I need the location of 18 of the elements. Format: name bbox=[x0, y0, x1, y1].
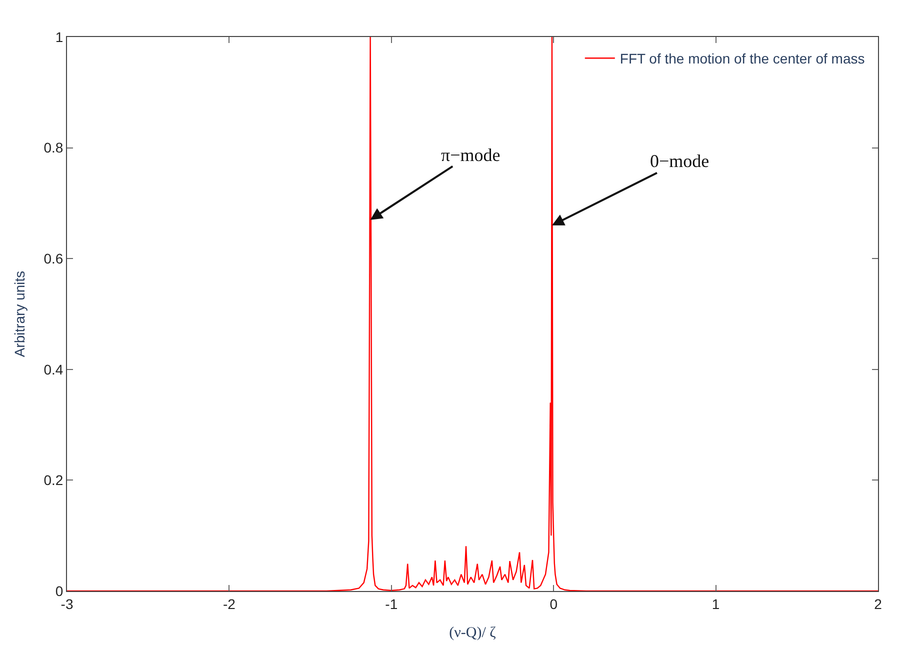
annotation: π−mode bbox=[441, 145, 500, 165]
y-tick-label: 0.4 bbox=[44, 361, 64, 378]
x-tick-label: -2 bbox=[222, 596, 236, 612]
y-tick-label: 0 bbox=[55, 582, 64, 599]
x-tick-label: -3 bbox=[60, 596, 74, 612]
x-tick-label: 1 bbox=[712, 596, 720, 612]
line-series bbox=[67, 37, 878, 591]
legend-label: FFT of the motion of the center of mass bbox=[620, 50, 865, 67]
annotation: 0−mode bbox=[650, 151, 710, 171]
x-tick-label: 2 bbox=[874, 596, 882, 612]
x-axis-title: (ν-Q)/ ζ bbox=[449, 624, 496, 641]
y-tick-label: 0.8 bbox=[44, 140, 64, 156]
x-tick-label: -1 bbox=[385, 596, 398, 612]
x-tick-label: 0 bbox=[550, 596, 558, 612]
y-tick-label: 1 bbox=[55, 28, 64, 45]
y-axis-title: Arbitrary units bbox=[11, 270, 28, 358]
y-tick-label: 0.6 bbox=[44, 250, 64, 266]
y-tick-label: 0.2 bbox=[44, 472, 64, 488]
